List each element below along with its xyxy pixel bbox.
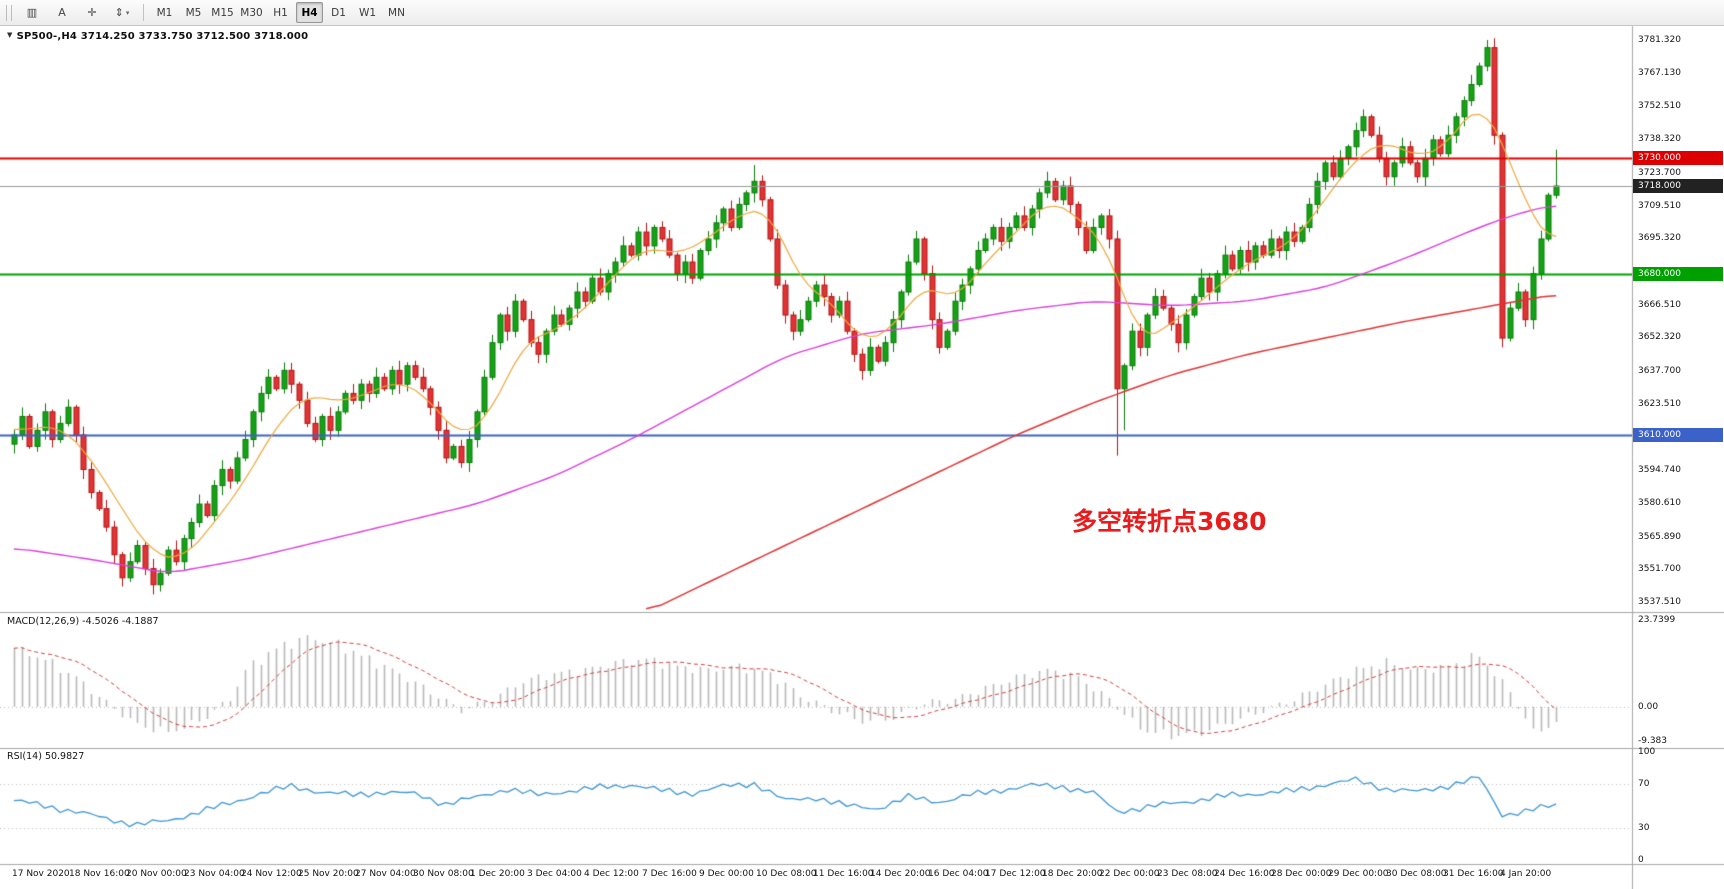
- macd-indicator-label: MACD(12,26,9) -4.5026 -4.1887: [7, 616, 159, 627]
- crosshair-tool[interactable]: ✛: [87, 6, 97, 19]
- timeframe-button-d1[interactable]: D1: [331, 6, 346, 19]
- timeframe-button-w1[interactable]: W1: [358, 6, 377, 19]
- chart-text-annotation[interactable]: 多空转折点3680: [1072, 507, 1267, 536]
- timeframe-button-h4[interactable]: H4: [296, 2, 323, 23]
- toolbar-separator: [143, 4, 144, 21]
- chevron-down-icon: ▾: [125, 8, 130, 17]
- charts-grid-icon[interactable]: ▥: [26, 6, 38, 19]
- toolbar: ▥ A ✛ ⇕ ▾ M1 M5 M15 M30 H1 H4 D1 W1 MN: [0, 0, 1724, 26]
- tool-button-group: ▥ A ✛ ⇕ ▾: [17, 2, 137, 24]
- symbol-ohlc-text: SP500-,H4 3714.250 3733.750 3712.500 371…: [16, 31, 309, 42]
- timeframe-button-group: M1 M5 M15 M30 H1 H4 D1 W1 MN: [150, 2, 411, 23]
- timeframe-button-m1[interactable]: M1: [156, 6, 173, 19]
- timeframe-button-h1[interactable]: H1: [273, 6, 288, 19]
- toolbar-drag-handle[interactable]: [6, 4, 12, 21]
- timeframe-button-m30[interactable]: M30: [240, 6, 263, 19]
- objects-dropdown[interactable]: ⇕ ▾: [114, 6, 130, 19]
- rsi-indicator-label: RSI(14) 50.9827: [7, 751, 85, 762]
- text-annotation-tool[interactable]: A: [58, 6, 66, 19]
- timeframe-button-mn[interactable]: MN: [388, 6, 405, 19]
- symbol-ohlc-readout: ▼ SP500-,H4 3714.250 3733.750 3712.500 37…: [7, 31, 308, 42]
- timeframe-button-m15[interactable]: M15: [211, 6, 234, 19]
- chart-marker-icon: ▼: [7, 31, 13, 39]
- timeframe-button-m5[interactable]: M5: [185, 6, 202, 19]
